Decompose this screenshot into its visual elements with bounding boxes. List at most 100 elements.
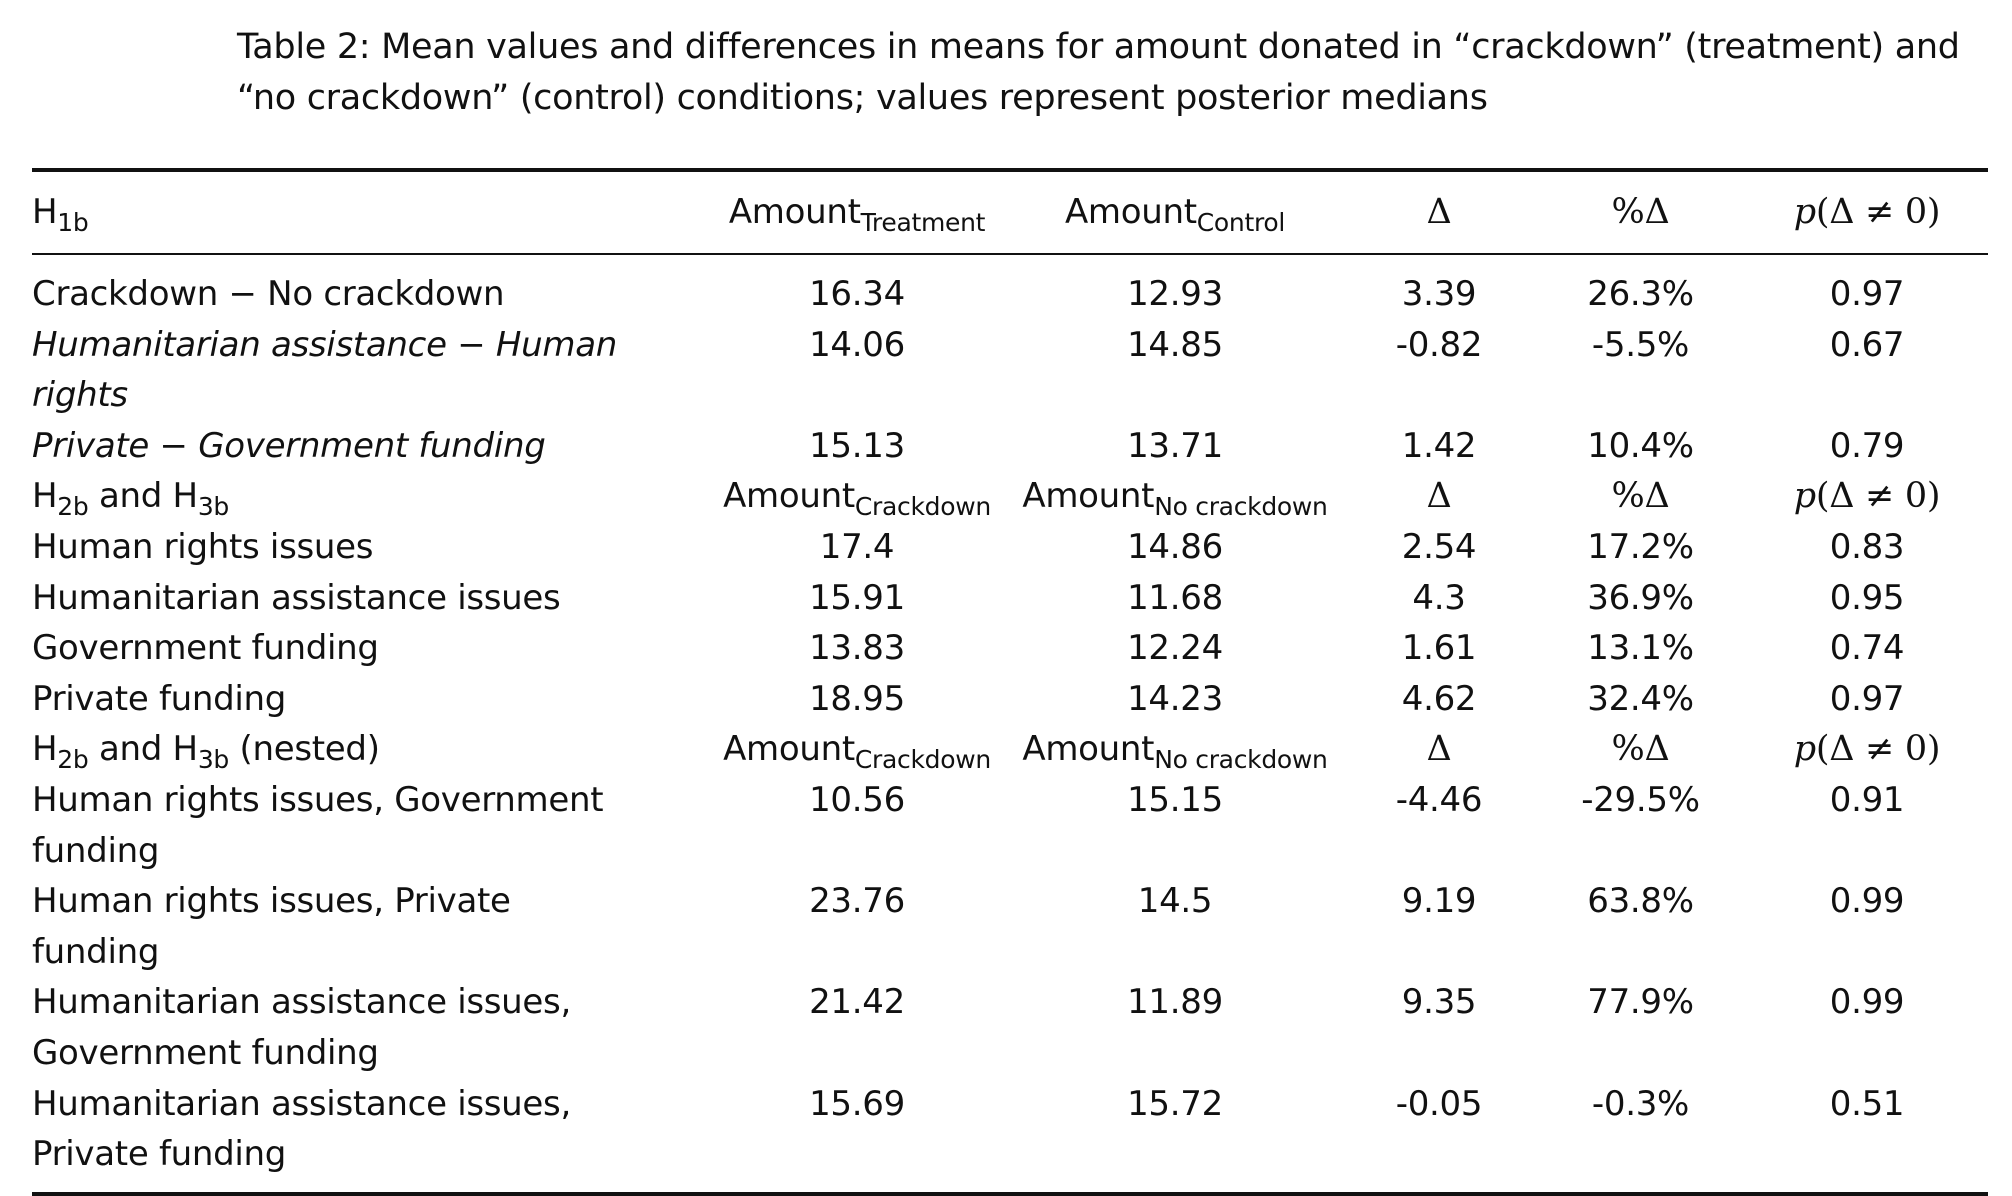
subheader-probability-p: p	[1793, 729, 1816, 770]
subheader-amount-text: Amount	[1022, 476, 1155, 517]
table-row: Crackdown − No crackdown 16.34 12.93 3.39 26…	[32, 254, 1988, 320]
cell-amount-b: 11.89	[1127, 982, 1223, 1023]
header-label-subscript: 1b	[57, 208, 89, 237]
header-probability-p: p	[1793, 192, 1816, 232]
results-table-body: H1b AmountTreatment AmountControl Δ %Δ p…	[32, 168, 1988, 1196]
table-row: Humanitarian assistance issues, Private …	[32, 1078, 1988, 1196]
subheader-pct-delta: %Δ	[1611, 476, 1670, 517]
subheader-amount-text: Amount	[1022, 729, 1155, 770]
cell-delta: -0.05	[1343, 1078, 1535, 1196]
cell-amount-b: 15.72	[1007, 1078, 1343, 1196]
subheader-probability-rest: (Δ ≠ 0)	[1815, 729, 1941, 770]
results-table-container: H1b AmountTreatment AmountControl Δ %Δ p…	[32, 168, 1988, 1196]
cell-probability: 0.99	[1829, 982, 1905, 1023]
cell-probability: 0.51	[1746, 1078, 1988, 1196]
cell-amount-a: 14.06	[809, 324, 905, 365]
header-label-text: H	[32, 192, 58, 232]
cell-delta: -4.46	[1395, 779, 1483, 820]
subheader-amount-subscript: Crackdown	[854, 745, 991, 775]
subheader-label-part: 2b	[57, 745, 89, 775]
cell-probability: 0.95	[1829, 577, 1905, 618]
header-amount-control: AmountControl	[1007, 168, 1343, 255]
cell-delta: 4.62	[1401, 678, 1477, 719]
table-row: Humanitarian assistance − Human rights 14…	[32, 320, 1988, 421]
cell-amount-b: 14.23	[1127, 678, 1223, 719]
subheader-delta: Δ	[1426, 476, 1452, 517]
caption-line-2: “no crackdown” (control) conditions; val…	[237, 78, 1488, 118]
cell-probability: 0.97	[1829, 274, 1905, 314]
cell-pct-delta: 32.4%	[1587, 678, 1694, 719]
cell-probability: 0.83	[1829, 526, 1905, 567]
table-row: Human rights issues, Government funding 1…	[32, 775, 1988, 876]
row-label: Crackdown − No crackdown	[32, 274, 505, 314]
subheader-amount-no-crackdown: AmountNo crackdown	[1007, 471, 1343, 522]
cell-amount-a: 15.13	[809, 425, 905, 466]
cell-pct-delta: 13.1%	[1587, 628, 1694, 669]
table-row: Government funding 13.83 12.24 1.61 13.1% 0.7…	[32, 623, 1988, 674]
table-row: Human rights issues 17.4 14.86 2.54 17.2% 0.8…	[32, 522, 1988, 573]
subheader-amount-text: Amount	[723, 476, 855, 517]
header-amount-subscript: Control	[1196, 208, 1286, 237]
subheader-label-part: H	[32, 729, 58, 770]
results-table: H1b AmountTreatment AmountControl Δ %Δ p…	[32, 168, 1988, 1196]
cell-delta: 1.61	[1401, 628, 1477, 669]
subheader-label-part: 3b	[197, 745, 230, 775]
cell-pct-delta: 77.9%	[1587, 982, 1694, 1023]
header-probability: p(Δ ≠ 0)	[1746, 168, 1988, 255]
table-row: Humanitarian assistance issues, Governme…	[32, 977, 1988, 1078]
cell-pct-delta: -29.5%	[1581, 779, 1700, 820]
subheader-label-part: (nested)	[229, 729, 380, 770]
subheader-amount-subscript: No crackdown	[1154, 492, 1328, 522]
header-delta: Δ	[1343, 168, 1535, 255]
cell-amount-a: 21.42	[809, 982, 905, 1023]
header-amount-text: Amount	[728, 192, 861, 232]
cell-delta: 4.3	[1412, 577, 1466, 618]
subheader-hypothesis-label: H2b and H3b (nested)	[32, 724, 707, 775]
subheader-hypothesis-label: H2b and H3b	[32, 471, 707, 522]
cell-pct-delta: 36.9%	[1587, 577, 1694, 618]
cell-probability: 0.79	[1829, 425, 1905, 466]
table-row: Private − Government funding 15.13 13.71 1.…	[32, 421, 1988, 472]
cell-amount-b: 12.24	[1127, 628, 1223, 669]
row-label: Human rights issues	[32, 526, 374, 567]
subheader-label-part: and H	[88, 476, 198, 517]
cell-pct-delta: -5.5%	[1591, 324, 1690, 365]
header-probability-rest: (Δ ≠ 0)	[1815, 192, 1941, 232]
row-label: Humanitarian assistance issues	[32, 577, 561, 618]
cell-amount-b: 12.93	[1127, 274, 1223, 314]
subheader-delta: Δ	[1426, 729, 1452, 770]
row-label: Private − Government funding	[32, 425, 546, 466]
header-pct-delta: %Δ	[1535, 168, 1746, 255]
cell-amount-a: 17.4	[819, 526, 895, 567]
cell-amount-a: 15.91	[809, 577, 905, 618]
header-row-h1b: H1b AmountTreatment AmountControl Δ %Δ p…	[32, 168, 1988, 255]
cell-delta: 2.54	[1401, 526, 1477, 567]
cell-pct-delta: -0.3%	[1535, 1078, 1746, 1196]
cell-pct-delta: 10.4%	[1587, 425, 1694, 466]
header-hypothesis-label: H1b	[32, 168, 707, 255]
cell-amount-b: 14.85	[1127, 324, 1223, 365]
subheader-pct-delta: %Δ	[1611, 729, 1670, 770]
cell-probability: 0.74	[1829, 628, 1905, 669]
cell-amount-b: 15.15	[1127, 779, 1223, 820]
cell-amount-b: 11.68	[1127, 577, 1223, 618]
cell-amount-b: 13.71	[1127, 425, 1223, 466]
subheader-probability-rest: (Δ ≠ 0)	[1815, 476, 1941, 517]
caption-line-1: Table 2: Mean values and differences in …	[237, 27, 1960, 67]
cell-pct-delta: 63.8%	[1587, 881, 1694, 922]
header-amount-treatment: AmountTreatment	[707, 168, 1007, 255]
cell-amount-b: 14.86	[1127, 526, 1223, 567]
cell-probability: 0.67	[1829, 324, 1905, 365]
cell-pct-delta: 17.2%	[1587, 526, 1694, 567]
cell-delta: -0.82	[1395, 324, 1483, 365]
subheader-amount-crackdown: AmountCrackdown	[707, 471, 1007, 522]
subheader-probability: p(Δ ≠ 0)	[1746, 724, 1988, 775]
row-label: Government funding	[32, 628, 379, 669]
subheader-probability-p: p	[1793, 476, 1816, 517]
row-label: Humanitarian assistance − Human rights	[32, 324, 618, 416]
cell-delta: 9.35	[1401, 982, 1477, 1023]
table-row: Private funding 18.95 14.23 4.62 32.4% 0.97	[32, 674, 1988, 725]
cell-amount-a: 18.95	[809, 678, 905, 719]
cell-probability: 0.91	[1829, 779, 1905, 820]
cell-amount-a: 16.34	[809, 274, 905, 314]
